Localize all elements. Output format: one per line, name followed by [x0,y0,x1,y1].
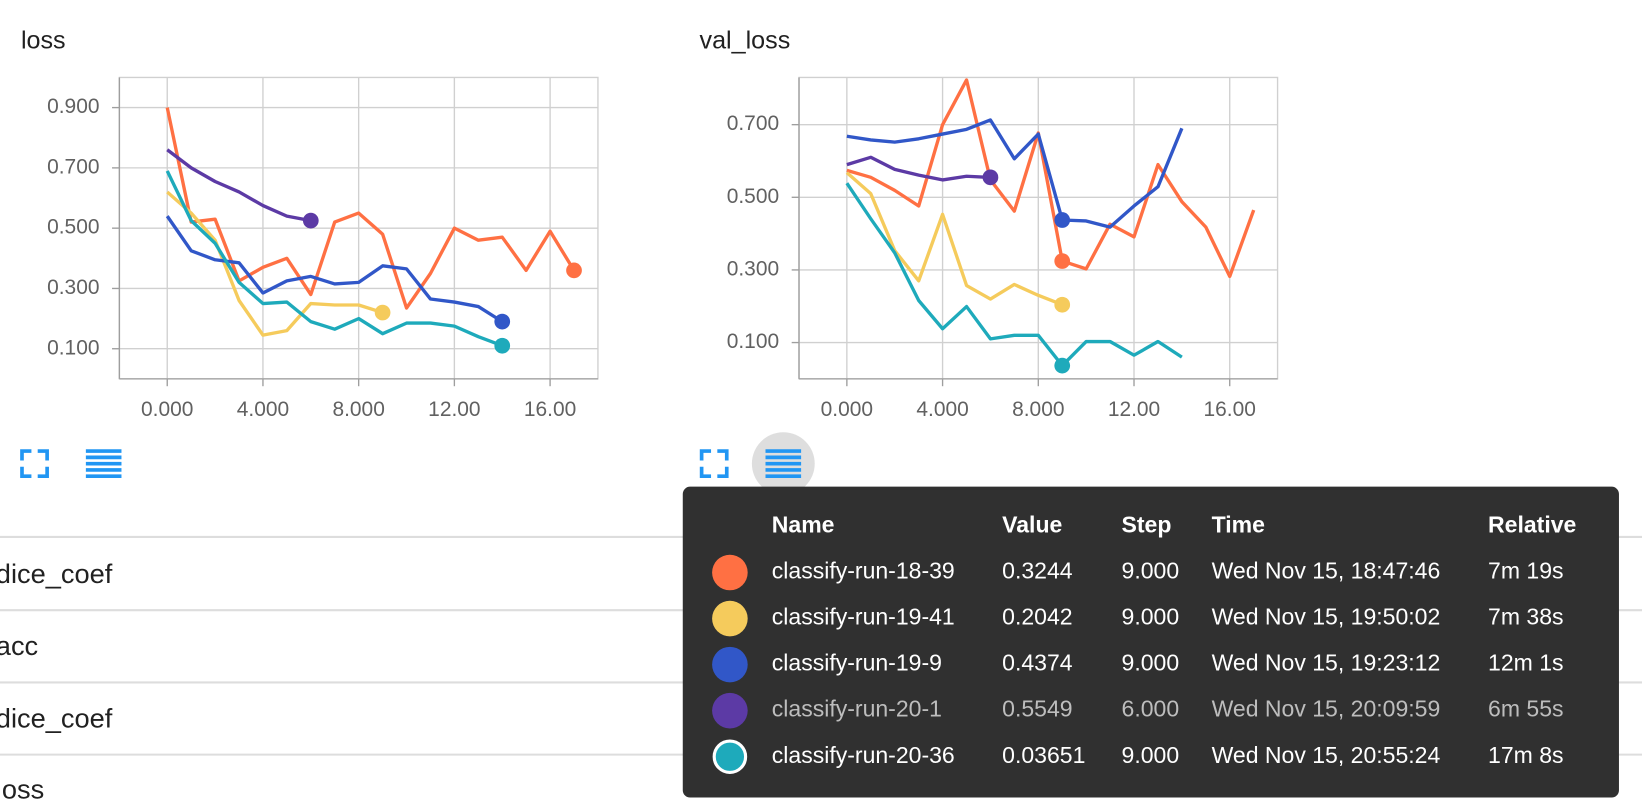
series-marker [1054,296,1071,313]
cell: Wed Nov 15, 19:50:02 [1212,604,1441,630]
cell: 7m 38s [1488,604,1564,630]
column-header: Relative [1488,512,1576,538]
cell: 17m 8s [1488,742,1564,768]
series-marker [566,262,582,279]
fullscreen-button[interactable] [20,449,49,479]
section-title[interactable]: loss [0,773,44,804]
cell: 9.000 [1122,604,1180,630]
series-marker [982,169,999,186]
series-marker [1054,253,1071,269]
series-line [165,170,503,348]
cell: classify-run-19-9 [772,650,942,676]
series-marker [1054,212,1071,228]
cell: 9.000 [1122,650,1180,676]
cell: Wed Nov 15, 20:55:24 [1212,742,1441,768]
column-header: Time [1212,512,1266,538]
x-tick-label: 8.000 [332,398,384,421]
series-line [165,215,504,324]
y-tick-label: 0.500 [727,185,779,208]
y-tick-label: 0.900 [47,95,99,118]
y-tick-label: 0.700 [47,155,99,178]
cell: Wed Nov 15, 20:09:59 [1212,696,1441,722]
series-marker [374,304,391,321]
x-tick-label: 16.00 [1204,398,1256,421]
run-color [712,739,748,774]
column-header: Name [772,512,835,538]
series-line [845,182,1183,368]
cell: classify-run-20-1 [772,696,942,722]
y-tick-label: 0.100 [727,330,779,353]
section-title[interactable]: acc [0,630,38,661]
cell: 0.4374 [1002,650,1073,676]
series-line [845,171,1063,307]
series-line [846,78,1256,279]
cell: 0.03651 [1002,742,1085,768]
cell: classify-run-18-39 [772,558,955,584]
series-marker [302,212,319,229]
series-marker [494,313,511,330]
cell: classify-run-20-36 [772,742,955,768]
cell: Wed Nov 15, 19:23:12 [1212,650,1441,676]
cell: 7m 19s [1488,558,1564,584]
cell: 6.000 [1122,696,1180,722]
x-tick-label: 8.000 [1012,398,1064,421]
series-line [846,155,991,182]
cell: 9.000 [1122,742,1180,768]
chart: val_loss 0.100 0.300 0.500 0.700 0.000 4.000 8.… [700,27,1279,421]
cell: 0.3244 [1002,558,1073,584]
series-marker [1054,357,1071,374]
y-tick-label: 0.300 [47,276,99,299]
cell: Wed Nov 15, 18:47:46 [1212,558,1441,584]
tooltip: Name Value Step Time Relative classify-run-18… [682,486,1619,798]
section-title[interactable]: dice_coef [0,558,113,589]
series-line [166,190,384,337]
series-line [846,118,1184,229]
data-table-button[interactable] [765,449,802,479]
column-header: Value [1002,512,1062,538]
y-tick-label: 0.100 [47,336,99,359]
cell: 6m 55s [1488,696,1564,722]
y-tick-label: 0.700 [727,112,779,135]
series-line [166,148,312,223]
run-color [712,646,748,683]
chart-controls [20,449,729,479]
series-line [165,107,576,310]
tooltip-box [682,486,1619,798]
x-tick-label: 0.000 [821,398,873,421]
x-tick-label: 0.000 [141,398,193,421]
x-tick-label: 12.00 [428,398,480,421]
cell: 9.000 [1122,558,1180,584]
run-color [712,692,748,729]
section-title[interactable]: dice_coef [0,702,113,733]
y-tick-label: 0.500 [47,216,99,239]
x-tick-label: 12.00 [1108,398,1160,421]
column-header: Step [1122,512,1172,538]
x-tick-label: 16.00 [524,398,576,421]
fullscreen-button[interactable] [699,449,729,479]
y-tick-label: 0.300 [727,257,779,280]
cell: 0.5549 [1002,696,1072,722]
x-tick-label: 4.000 [916,398,968,421]
cell: 12m 1s [1488,650,1564,676]
run-color [712,554,748,591]
cell: 0.2042 [1002,604,1072,630]
data-table-button[interactable] [85,449,122,479]
chart-title: loss [21,27,66,55]
chart: loss 0.100 0.300 0.500 0.700 0.900 0.000 4.000 8… [21,27,599,421]
cell: classify-run-19-41 [772,604,955,630]
run-color [712,600,748,637]
chart-title: val_loss [700,27,791,55]
x-tick-label: 4.000 [237,398,289,421]
series-marker [494,337,511,354]
